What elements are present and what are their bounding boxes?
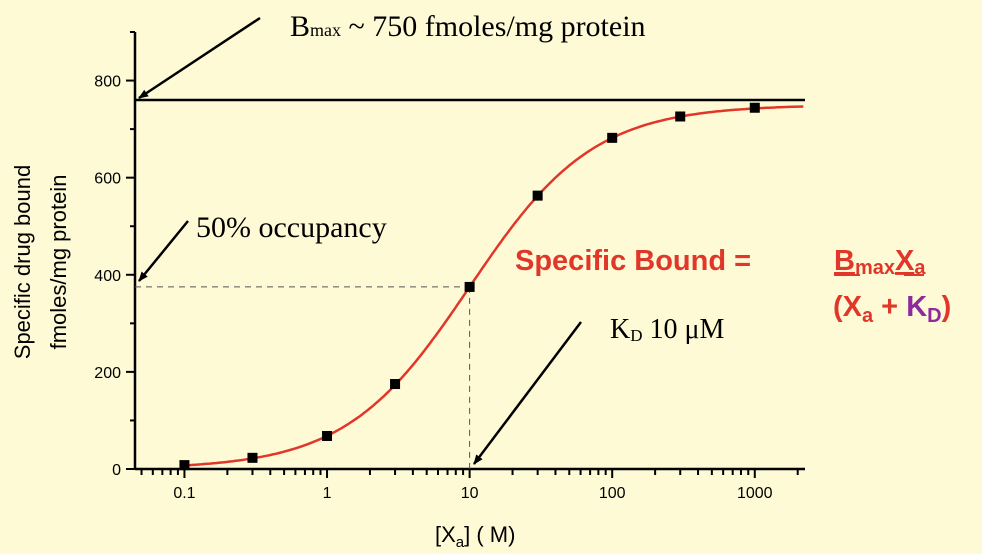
fit-curve [184,105,804,467]
ticks: 0 200 400 600 800 0.1 1 10 100 1000 [94,31,799,502]
y-axis-title: Specific drug bound fmoles/mg protein [10,165,71,359]
occupancy-annotation: 50% occupancy [196,211,387,244]
equation: Specific Bound = BmaxXa (Xa + KD) [515,245,951,327]
data-point [179,460,190,471]
x-tick-label: 10 [461,485,479,502]
y-tick-label: 600 [94,171,121,188]
data-point [675,111,686,122]
y-tick-label: 200 [94,365,121,382]
data-point [390,379,401,390]
x-axis-title: [Xa] ( M) [435,522,515,551]
reference-lines [135,98,805,469]
y-tick-label: 0 [112,462,121,479]
x-tick-label: 100 [599,485,626,502]
occupancy-arrow [138,220,189,282]
equation-denominator: (Xa + KD) [833,291,951,327]
bmax-arrow [138,16,261,100]
kd-annotation: KD 10 μM [610,314,725,345]
y-axis-title-line2: fmoles/mg protein [46,175,71,350]
y-tick-label: 400 [94,268,121,285]
x-tick-label: 0.1 [173,485,195,502]
equation-numerator: BmaxXa [834,245,926,279]
data-point [322,430,333,441]
y-axis-title-line1: Specific drug bound [10,165,35,359]
equation-lhs: Specific Bound = [515,245,751,277]
kd-arrow [473,321,582,465]
data-point [532,190,543,201]
data-point [247,452,258,463]
x-tick-label: 1000 [737,485,773,502]
x-tick-label: 1 [323,485,332,502]
data-point [749,102,760,113]
data-point [607,132,618,143]
bmax-annotation: Bmax ~ 750 fmoles/mg protein [290,10,646,43]
y-tick-label: 800 [94,74,121,91]
data-points [179,102,760,471]
data-point [464,281,475,292]
